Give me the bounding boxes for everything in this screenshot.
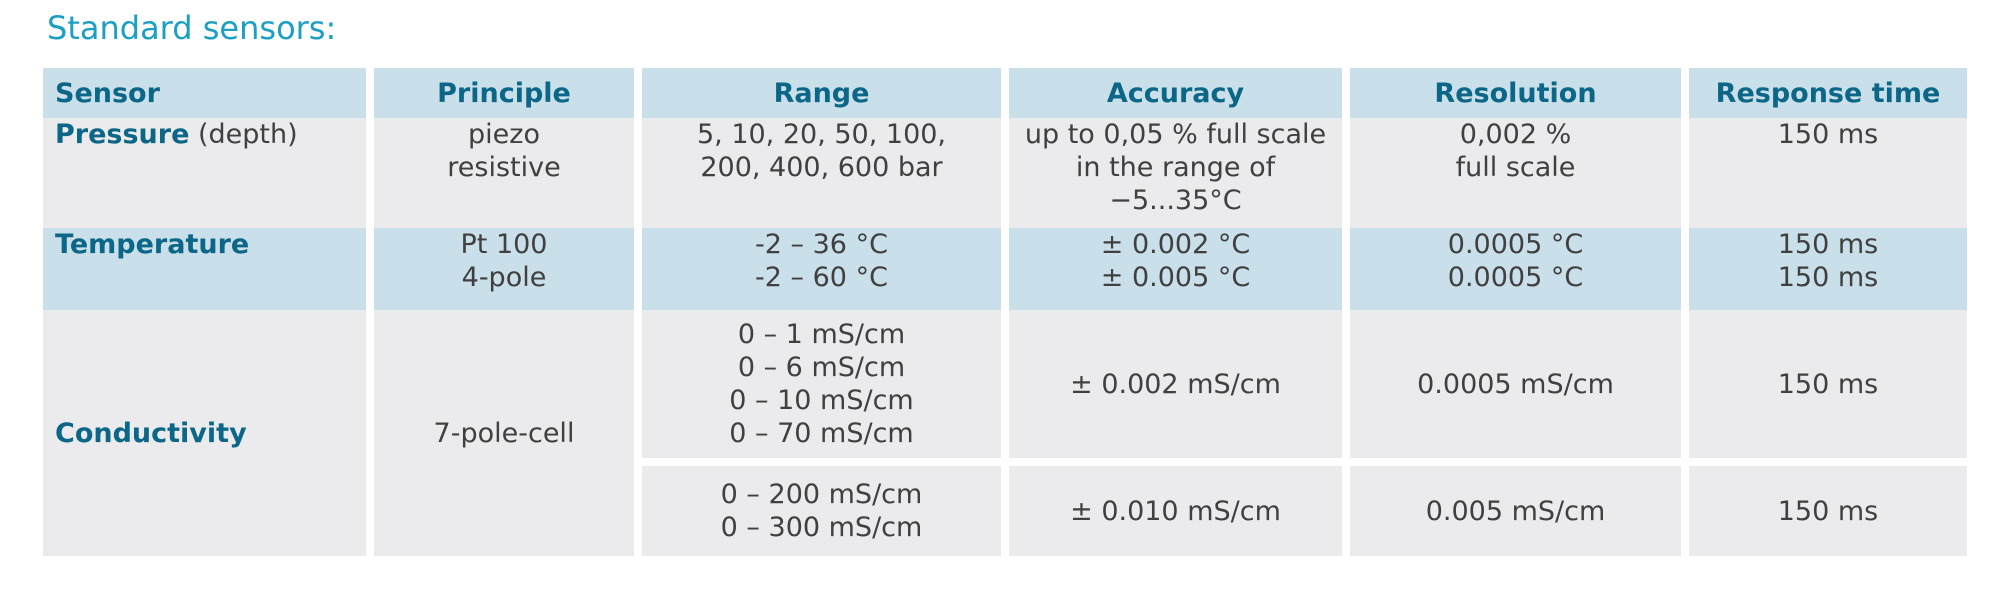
cell-range-pressure: 5, 10, 20, 50, 100, 200, 400, 600 bar [642,118,1001,228]
header-range: Range [642,68,1001,118]
range-line: 0 – 200 mS/cm [720,479,923,510]
cell-accuracy-temperature: ± 0.002 °C ± 0.005 °C [1009,228,1342,310]
range-line: -2 – 60 °C [755,262,888,293]
range-line: 0 – 300 mS/cm [720,512,923,543]
resolution-line: full scale [1455,152,1576,183]
sensor-name-temperature: Temperature [55,229,250,260]
resolution-line: 0,002 % [1459,119,1572,150]
accuracy-line: ± 0.002 °C [1100,229,1251,260]
range-line: 0 – 70 mS/cm [729,418,914,449]
header-sensor: Sensor [43,68,366,118]
principle-line: 4-pole [461,262,547,293]
response-line: 150 ms [1777,495,1879,527]
principle-line: resistive [447,152,561,183]
accuracy-line: −5...35°C [1109,185,1242,216]
cell-accuracy-pressure: up to 0,05 % full scale in the range of … [1009,118,1342,228]
table-row-conductivity-low: Conductivity 7-pole-cell 0 – 1 mS/cm 0 –… [43,310,1967,556]
table-row-temperature: Temperature Pt 100 4-pole -2 – 36 °C -2 … [43,228,1967,310]
table-row-pressure: Pressure (depth) piezo resistive 5, 10, … [43,118,1967,228]
cell-range-conductivity-high: 0 – 200 mS/cm 0 – 300 mS/cm [642,466,1001,556]
cell-principle-conductivity: 7-pole-cell [374,310,634,556]
range-line: 0 – 1 mS/cm [737,319,906,350]
response-line: 150 ms [1777,262,1879,293]
cell-sensor-temperature: Temperature [43,228,366,310]
cell-range-conductivity-low: 0 – 1 mS/cm 0 – 6 mS/cm 0 – 10 mS/cm 0 –… [642,310,1001,458]
range-line: 0 – 10 mS/cm [729,385,914,416]
header-response-time: Response time [1689,68,1967,118]
accuracy-line: ± 0.002 mS/cm [1070,368,1281,400]
resolution-line: 0.0005 °C [1447,229,1584,260]
cell-resolution-pressure: 0,002 % full scale [1350,118,1681,228]
sensor-qualifier-depth: (depth) [189,119,298,150]
cell-response-pressure: 150 ms [1689,118,1967,228]
cell-resolution-conductivity-high: 0.005 mS/cm [1350,466,1681,556]
cell-response-temperature: 150 ms 150 ms [1689,228,1967,310]
separator-gap [642,458,1967,466]
header-principle: Principle [374,68,634,118]
section-title: Standard sensors: [47,9,337,47]
range-line: 5, 10, 20, 50, 100, [696,119,947,150]
resolution-line: 0.0005 °C [1447,262,1584,293]
cell-accuracy-conductivity-low: ± 0.002 mS/cm [1009,310,1342,458]
accuracy-line: ± 0.005 °C [1100,262,1251,293]
cell-response-conductivity-high: 150 ms [1689,466,1967,556]
cell-sensor-pressure: Pressure (depth) [43,118,366,228]
range-line: -2 – 36 °C [755,229,888,260]
header-row: Sensor Principle Range Accuracy Resoluti… [43,68,1967,118]
cell-principle-temperature: Pt 100 4-pole [374,228,634,310]
principle-line: Pt 100 [460,229,548,260]
response-line: 150 ms [1777,229,1879,260]
principle-line: piezo [468,119,540,150]
sensor-name-conductivity: Conductivity [55,417,247,449]
cell-response-conductivity-low: 150 ms [1689,310,1967,458]
cell-accuracy-conductivity-high: ± 0.010 mS/cm [1009,466,1342,556]
resolution-line: 0.005 mS/cm [1425,495,1606,527]
cell-principle-pressure: piezo resistive [374,118,634,228]
accuracy-line: ± 0.010 mS/cm [1070,495,1281,527]
header-accuracy: Accuracy [1009,68,1342,118]
response-line: 150 ms [1777,368,1879,400]
sensor-name-pressure: Pressure [55,119,190,150]
table-row-conductivity-high: 0 – 200 mS/cm 0 – 300 mS/cm ± 0.010 mS/c… [43,466,1967,556]
range-line: 200, 400, 600 bar [700,152,943,183]
resolution-line: 0.0005 mS/cm [1417,368,1614,400]
principle-line: 7-pole-cell [433,417,575,449]
response-line: 150 ms [1777,119,1879,150]
accuracy-line: in the range of [1075,152,1276,183]
header-resolution: Resolution [1350,68,1681,118]
cell-sensor-conductivity: Conductivity [43,310,366,556]
range-line: 0 – 6 mS/cm [737,352,906,383]
cell-range-temperature: -2 – 36 °C -2 – 60 °C [642,228,1001,310]
accuracy-line: up to 0,05 % full scale [1024,119,1327,150]
cell-resolution-conductivity-low: 0.0005 mS/cm [1350,310,1681,458]
sensor-spec-table: Sensor Principle Range Accuracy Resoluti… [35,68,1975,556]
cell-resolution-temperature: 0.0005 °C 0.0005 °C [1350,228,1681,310]
